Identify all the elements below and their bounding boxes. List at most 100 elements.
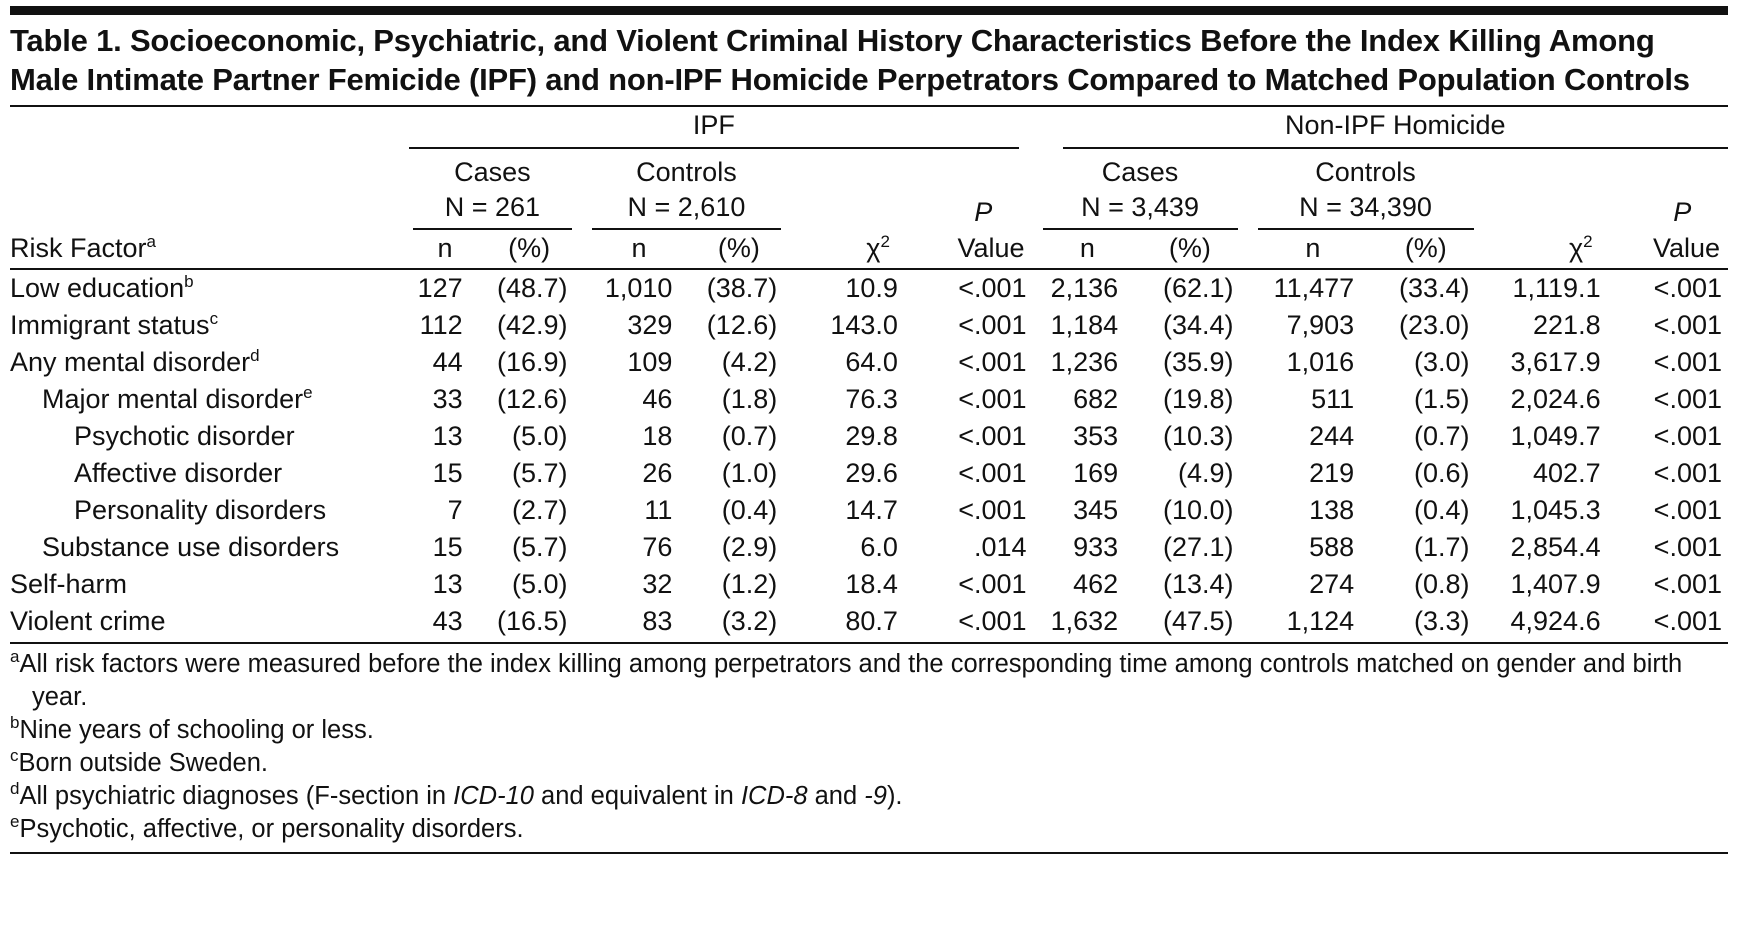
value-cell: (0.6) bbox=[1413, 458, 1470, 488]
value-cell: 588 bbox=[1309, 532, 1355, 562]
value-cell: 1,119.1 bbox=[1512, 273, 1601, 303]
column-label: n bbox=[581, 230, 687, 270]
value-cell: <.001 bbox=[1614, 603, 1728, 644]
value-cell: 13 bbox=[432, 569, 463, 599]
footnote: ePsychotic, affective, or personality di… bbox=[10, 813, 1728, 846]
group-header: IPF bbox=[403, 107, 1032, 149]
risk-factor-name: Low education bbox=[10, 273, 185, 303]
table-header: IPF Non-IPF Homicide Cases N = 261 Controls N… bbox=[10, 107, 1728, 270]
subgroup-header: Cases N = 3,439 bbox=[1033, 149, 1248, 230]
p-header: P Value bbox=[1614, 149, 1728, 270]
value-cell: (23.0) bbox=[1398, 310, 1470, 340]
value-cell: 1,049.7 bbox=[1510, 421, 1601, 451]
risk-factor-name: Any mental disorder bbox=[10, 347, 251, 377]
group-title: IPF bbox=[409, 107, 1019, 149]
data-table: IPF Non-IPF Homicide Cases N = 261 Controls N… bbox=[10, 107, 1728, 644]
subgroup-n: N = 3,439 bbox=[1081, 192, 1199, 222]
risk-factor-name: Immigrant status bbox=[10, 310, 210, 340]
footnote-text: All risk factors were measured before th… bbox=[19, 650, 1683, 711]
subgroup-n: N = 261 bbox=[444, 192, 541, 222]
table-row: Low educationb 127 (48.7) 1,010 (38.7) 10.9 <.… bbox=[10, 269, 1728, 307]
chi-header: χ2 bbox=[1483, 230, 1615, 270]
value-cell: (48.7) bbox=[497, 273, 568, 303]
subgroup-box: Cases N = 3,439 bbox=[1042, 155, 1238, 230]
footnote-marker: c bbox=[209, 309, 219, 328]
risk-factor-cell: Personality disorders bbox=[10, 492, 403, 529]
value-cell: 1,236 bbox=[1050, 347, 1119, 377]
value-cell: 76.3 bbox=[845, 384, 898, 414]
value-cell: (12.6) bbox=[497, 384, 568, 414]
footnote-text: Born outside Sweden. bbox=[18, 749, 269, 777]
table-body: Low educationb 127 (48.7) 1,010 (38.7) 10.9 <.… bbox=[10, 269, 1728, 644]
value-cell: <.001 bbox=[958, 273, 1027, 303]
value-cell: <.001 bbox=[958, 384, 1027, 414]
chi-superscript: 2 bbox=[880, 232, 890, 251]
chi-superscript: 2 bbox=[1583, 232, 1593, 251]
risk-factor-cell: Low educationb bbox=[10, 269, 403, 307]
value-cell: 219 bbox=[1309, 458, 1355, 488]
risk-factor-cell: Psychotic disorder bbox=[10, 418, 403, 455]
value-cell: 1,010 bbox=[604, 273, 673, 303]
value-cell: (4.2) bbox=[721, 347, 778, 377]
value-cell: (42.9) bbox=[497, 310, 568, 340]
risk-factor-name: Major mental disorder bbox=[42, 384, 304, 414]
value-cell: (5.0) bbox=[512, 421, 568, 451]
value-cell: 511 bbox=[1311, 384, 1355, 414]
value-cell: <.001 bbox=[958, 421, 1027, 451]
value-cell: 11,477 bbox=[1273, 273, 1355, 303]
subgroup-box: Controls N = 2,610 bbox=[591, 155, 782, 230]
footnote-text: Psychotic, affective, or personality dis… bbox=[19, 815, 524, 843]
value-cell: 1,016 bbox=[1286, 347, 1355, 377]
value-cell: 29.8 bbox=[845, 421, 898, 451]
value-cell: 329 bbox=[627, 310, 673, 340]
value-cell: 1,632 bbox=[1032, 603, 1133, 644]
bottom-rule bbox=[10, 852, 1728, 854]
column-label: (%) bbox=[1368, 230, 1484, 270]
footnote-marker: d bbox=[250, 346, 260, 365]
value-cell: 7,903 bbox=[1286, 310, 1355, 340]
value-cell: (1.8) bbox=[721, 384, 778, 414]
footnote-marker: c bbox=[10, 746, 19, 765]
table-row: Any mental disorderd 44 (16.9) 109 (4.2) 64.0… bbox=[10, 344, 1728, 381]
value-cell: (1.7) bbox=[1413, 532, 1470, 562]
value-cell: (35.9) bbox=[1163, 347, 1234, 377]
subgroup-title: Cases bbox=[1101, 157, 1179, 187]
group-header-row: IPF Non-IPF Homicide bbox=[10, 107, 1728, 149]
value-cell: 13 bbox=[432, 421, 463, 451]
value-cell: 15 bbox=[432, 532, 463, 562]
value-cell: 64.0 bbox=[845, 347, 898, 377]
value-cell: 18.4 bbox=[845, 569, 898, 599]
value-cell: 83 bbox=[581, 603, 687, 644]
subgroup-n: N = 2,610 bbox=[627, 192, 746, 222]
footnote-italic: ICD-8 bbox=[740, 782, 808, 810]
table-row: Immigrant statusc 112 (42.9) 329 (12.6) 143.0… bbox=[10, 307, 1728, 344]
subgroup-header-row: Cases N = 261 Controls N = 2,610 P Value Cases… bbox=[10, 149, 1728, 270]
footnote: bNine years of schooling or less. bbox=[10, 714, 1728, 747]
value-cell: 33 bbox=[432, 384, 463, 414]
value-cell: 18 bbox=[642, 421, 673, 451]
value-cell: 127 bbox=[417, 273, 463, 303]
title-rule bbox=[10, 105, 1728, 107]
value-cell: (16.5) bbox=[476, 603, 582, 644]
value-cell: 462 bbox=[1073, 569, 1119, 599]
value-cell: 14.7 bbox=[845, 495, 898, 525]
p-header: P Value bbox=[911, 149, 1033, 270]
footnote-italic: -9 bbox=[864, 782, 887, 810]
value-cell: (1.5) bbox=[1413, 384, 1470, 414]
chi-symbol: χ bbox=[866, 233, 881, 263]
value-cell: 933 bbox=[1073, 532, 1119, 562]
value-cell: (4.9) bbox=[1178, 458, 1234, 488]
chi-symbol: χ bbox=[1568, 233, 1584, 263]
risk-factor-name: Violent crime bbox=[10, 606, 166, 636]
p-italic: P bbox=[1673, 197, 1692, 227]
footnote-text: and equivalent in bbox=[533, 782, 741, 810]
subgroup-title: Cases bbox=[454, 157, 531, 187]
value-cell: 1,407.9 bbox=[1510, 569, 1601, 599]
value-cell: 143.0 bbox=[830, 310, 898, 340]
value-cell: (5.0) bbox=[512, 569, 568, 599]
subgroup-header: Cases N = 261 bbox=[403, 149, 581, 230]
value-cell: 169 bbox=[1073, 458, 1119, 488]
value-cell: 1,184 bbox=[1050, 310, 1119, 340]
footnote-text: Nine years of schooling or less. bbox=[19, 716, 374, 744]
value-cell: (0.4) bbox=[1413, 495, 1470, 525]
